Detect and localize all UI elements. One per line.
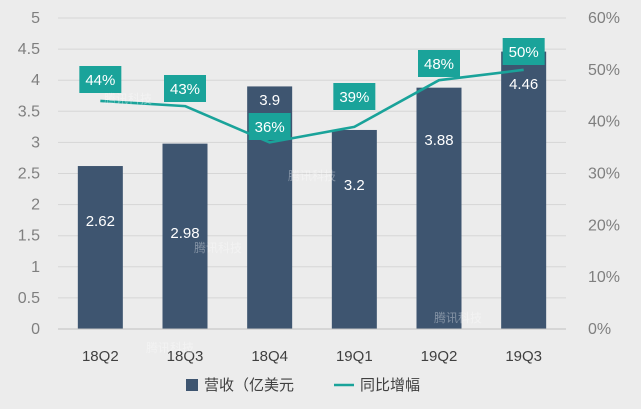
growth-label-18Q3: 43% [164,75,206,102]
growth-line [100,68,524,144]
growth-label-18Q4: 36% [248,113,291,140]
y-left-tick-label: 4 [31,72,40,89]
growth-label-text: 39% [339,89,369,106]
watermark-text: 腾讯科技 [434,310,482,325]
x-tick-label: 18Q2 [82,348,119,365]
legend-label-bar: 营收（亿美元 [204,377,294,394]
growth-label-text: 50% [509,44,539,61]
y-left-tick-label: 1 [31,259,40,276]
x-tick-label: 18Q3 [167,348,204,365]
y-left-tick-label: 0.5 [18,290,40,307]
growth-label-box [248,113,291,140]
bar-value-label: 4.46 [509,76,538,93]
y-right-tick-label: 0% [588,321,611,338]
growth-label-text: 36% [255,119,285,136]
growth-label-text: 48% [424,56,454,73]
growth-label-text: 44% [85,72,115,89]
bar-18Q3 [162,143,208,329]
watermark-text: 腾讯科技 [146,340,194,355]
watermark-text: 腾讯科技 [194,240,242,255]
growth-label-box [164,75,206,102]
x-tick-label: 19Q2 [421,348,458,365]
bar-19Q2 [416,87,462,329]
growth-label-box [502,38,545,65]
growth-label-box [79,66,122,93]
bar-19Q3 [501,51,547,329]
x-tick-label: 19Q1 [336,348,373,365]
y-right-tick-label: 20% [588,217,620,234]
growth-label-19Q3: 50% [502,38,545,65]
growth-label-box [418,50,460,77]
growth-label-box [333,83,376,110]
legend-swatch-bar [186,379,198,391]
y-left-tick-label: 0 [31,321,40,338]
x-tick-label: 19Q3 [505,348,542,365]
bar-value-label: 3.88 [424,132,453,149]
y-left-tick-label: 3 [31,134,40,151]
y-right-tick-label: 60% [588,10,620,27]
y-left-tick-label: 2.5 [18,166,40,183]
y-right-tick-label: 50% [588,62,620,79]
bar-value-label: 3.2 [344,177,365,194]
x-tick-label: 18Q4 [251,348,288,365]
y-left-tick-label: 3.5 [18,103,40,120]
y-right-tick-label: 30% [588,166,620,183]
growth-label-18Q2: 44% [79,66,122,93]
bar-value-label: 2.62 [86,213,115,230]
legend-label-line: 同比增幅 [360,377,420,394]
y-left-tick-label: 2 [31,197,40,214]
bar-value-label: 3.9 [259,92,280,109]
bar-19Q1 [331,129,377,329]
watermark-text: 腾讯科技 [288,168,336,183]
growth-label-19Q2: 48% [418,50,460,77]
bar-18Q2 [77,166,123,329]
growth-label-19Q1: 39% [333,83,376,110]
y-left-tick-label: 4.5 [18,41,40,58]
watermark-text: 腾讯科技 [104,91,152,106]
y-right-tick-label: 40% [588,114,620,131]
bar-value-label: 2.98 [170,225,199,242]
growth-label-text: 43% [170,81,200,98]
y-left-tick-label: 5 [31,10,40,27]
y-left-tick-label: 1.5 [18,228,40,245]
y-right-tick-label: 10% [588,269,620,286]
